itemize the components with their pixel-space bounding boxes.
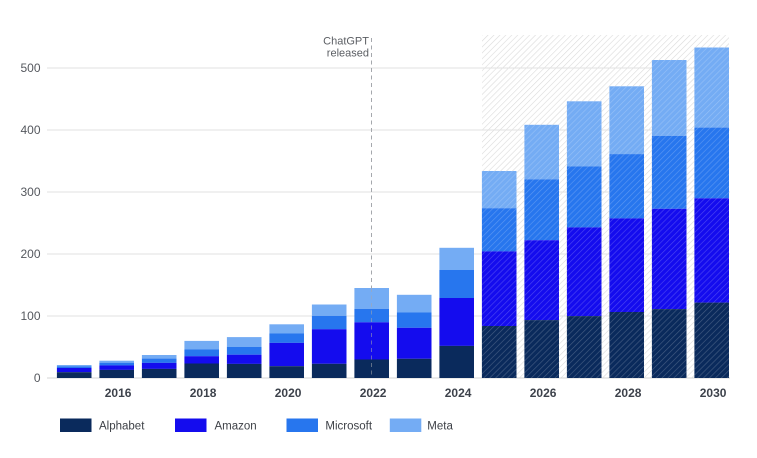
svg-text:400: 400 — [20, 123, 40, 137]
svg-text:2020: 2020 — [275, 386, 302, 400]
svg-text:released: released — [327, 48, 369, 60]
svg-text:ChatGPT: ChatGPT — [323, 36, 369, 48]
svg-text:Amazon: Amazon — [215, 420, 257, 432]
svg-text:2018: 2018 — [190, 386, 217, 400]
svg-text:2022: 2022 — [360, 386, 387, 400]
svg-text:Alphabet: Alphabet — [99, 420, 145, 432]
svg-text:2016: 2016 — [105, 386, 132, 400]
svg-text:500: 500 — [20, 61, 40, 75]
svg-text:0: 0 — [34, 371, 41, 385]
svg-text:Microsoft: Microsoft — [325, 420, 372, 432]
svg-text:200: 200 — [20, 247, 40, 261]
svg-text:300: 300 — [20, 185, 40, 199]
svg-text:2028: 2028 — [615, 386, 642, 400]
svg-text:2026: 2026 — [530, 386, 557, 400]
svg-text:Meta: Meta — [427, 420, 453, 432]
svg-text:2030: 2030 — [700, 386, 727, 400]
svg-text:2024: 2024 — [445, 386, 472, 400]
svg-text:100: 100 — [20, 309, 40, 323]
